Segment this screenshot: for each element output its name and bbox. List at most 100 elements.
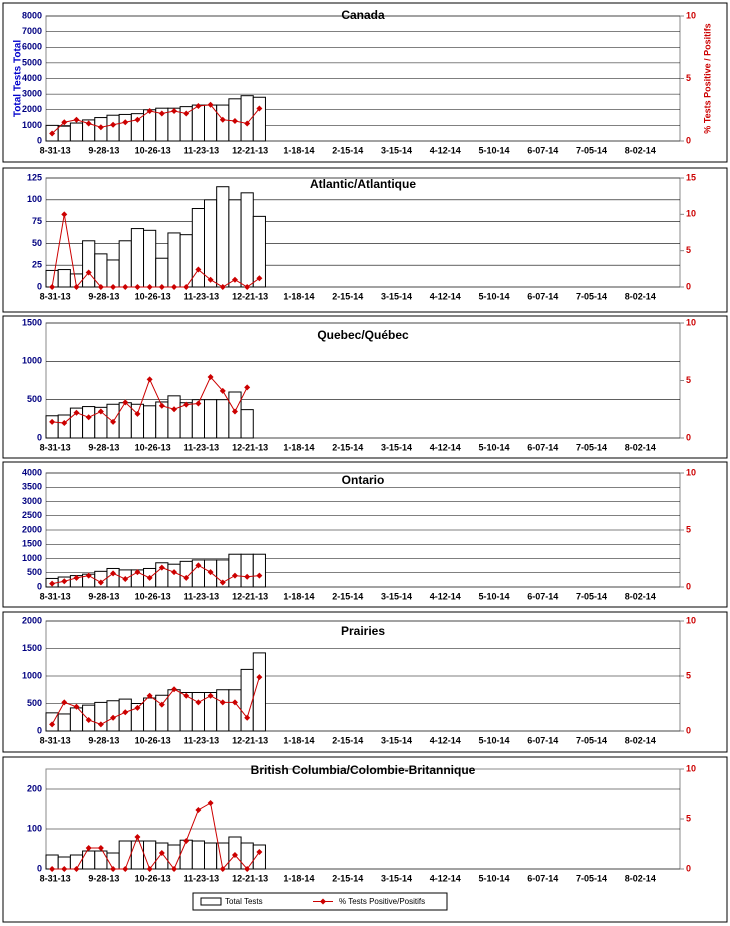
bar: [252, 844, 266, 870]
bar: [216, 689, 230, 732]
legend-swatch: [320, 898, 326, 905]
line-marker: [158, 402, 165, 409]
y2-tick-label: 10: [686, 615, 696, 625]
line-marker: [256, 275, 263, 282]
line-marker: [61, 699, 68, 706]
bar: [228, 391, 242, 439]
bar: [204, 842, 218, 870]
line-marker: [219, 116, 226, 123]
bar: [204, 399, 218, 439]
line-marker: [85, 717, 92, 723]
x-tick-label: 8-02-14: [625, 145, 656, 155]
line-marker: [134, 410, 141, 417]
bar: [94, 850, 108, 870]
bar: [167, 689, 181, 732]
line-marker: [122, 866, 129, 872]
bar: [240, 668, 254, 732]
bar: [57, 414, 71, 439]
y-tick-label: 50: [32, 238, 42, 248]
x-tick-label: 5-10-14: [479, 591, 510, 601]
x-tick-label: 1-18-14: [283, 735, 314, 745]
line-marker: [183, 574, 190, 581]
x-tick-label: 11-23-13: [184, 873, 220, 883]
y-tick-label: 0: [37, 863, 42, 873]
bar: [191, 840, 206, 870]
legend-label: Total Tests: [225, 897, 263, 906]
bar: [143, 229, 157, 288]
chart-title: Prairies: [341, 624, 385, 638]
x-tick-label: 12-21-13: [232, 291, 268, 301]
panel-frame: [2, 2, 728, 163]
line-marker: [85, 269, 92, 276]
chart-title: British Columbia/Colombie-Britannique: [251, 763, 476, 777]
x-tick-label: 10-26-13: [135, 145, 171, 155]
bar: [57, 269, 71, 288]
y2-tick-label: 5: [686, 813, 691, 823]
bar: [216, 186, 230, 288]
line-marker: [49, 284, 56, 290]
bar: [82, 240, 96, 288]
bar: [167, 563, 181, 588]
line-marker: [244, 573, 251, 580]
line-marker: [195, 266, 202, 273]
panel-frame: [2, 756, 728, 923]
line-marker: [219, 387, 226, 394]
bar: [167, 395, 181, 439]
bar: [240, 842, 254, 870]
bar: [216, 104, 230, 142]
line-marker: [110, 284, 117, 290]
y2-tick-label: 5: [686, 670, 691, 680]
line-marker: [85, 572, 92, 579]
x-tick-label: 1-18-14: [283, 873, 314, 883]
x-tick-label: 11-23-13: [184, 591, 220, 601]
y2-tick-label: 5: [686, 245, 691, 255]
line-marker: [49, 721, 56, 728]
y2-tick-label: 0: [686, 581, 691, 591]
x-tick-label: 3-15-14: [381, 591, 412, 601]
y-tick-label: 3000: [22, 496, 42, 506]
legend-swatch: [200, 897, 222, 906]
y-tick-label: 4000: [22, 73, 42, 83]
bar: [57, 125, 71, 142]
line-marker: [122, 709, 129, 716]
line-marker: [158, 701, 165, 708]
x-tick-label: 2-15-14: [332, 442, 363, 452]
bar: [69, 122, 84, 142]
y-tick-label: 2000: [22, 104, 42, 114]
x-tick-label: 3-15-14: [381, 442, 412, 452]
line-marker: [97, 284, 104, 290]
line-marker: [171, 569, 178, 576]
y2-tick-label: 10: [686, 763, 696, 773]
x-tick-label: 8-02-14: [625, 591, 656, 601]
x-tick-label: 1-18-14: [283, 442, 314, 452]
x-tick-label: 10-26-13: [135, 291, 171, 301]
y-tick-label: 1500: [22, 539, 42, 549]
y2-tick-label: 0: [686, 281, 691, 291]
bar: [155, 694, 169, 732]
bar: [191, 104, 206, 142]
line-marker: [231, 276, 238, 283]
bar: [179, 402, 193, 439]
bar: [82, 850, 96, 870]
y2-tick-label: 0: [686, 863, 691, 873]
y-tick-label: 25: [32, 260, 42, 270]
x-tick-label: 4-12-14: [430, 145, 461, 155]
line-marker: [146, 692, 153, 699]
bar: [240, 553, 254, 588]
y-tick-label: 0: [37, 135, 42, 145]
bar: [252, 215, 266, 288]
x-tick-label: 7-05-14: [576, 873, 607, 883]
x-tick-label: 4-12-14: [430, 442, 461, 452]
line-marker: [73, 284, 80, 290]
line-marker: [134, 569, 141, 576]
bar: [118, 240, 132, 288]
x-tick-label: 11-23-13: [184, 291, 220, 301]
y-tick-label: 2500: [22, 510, 42, 520]
bar: [228, 689, 242, 732]
line-marker: [171, 866, 178, 872]
x-tick-label: 10-26-13: [135, 591, 171, 601]
y-tick-label: 3000: [22, 89, 42, 99]
x-tick-label: 8-31-13: [40, 442, 71, 452]
line-marker: [244, 866, 251, 872]
x-tick-label: 9-28-13: [88, 442, 119, 452]
